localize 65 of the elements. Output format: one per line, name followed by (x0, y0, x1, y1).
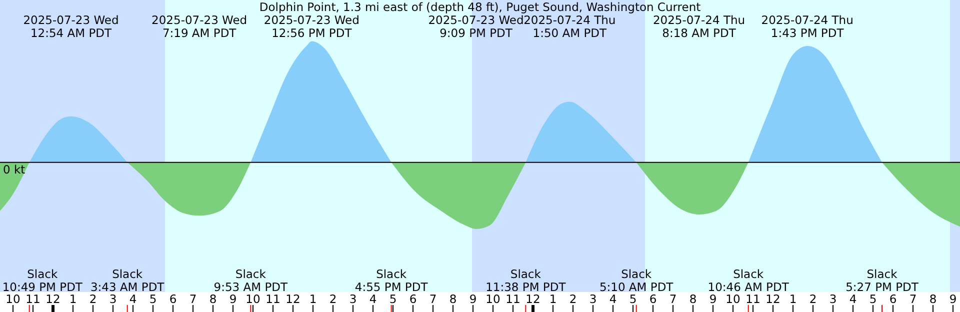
x-tick-label: 7 (189, 292, 197, 306)
x-tick-label: 11 (26, 292, 40, 306)
text: 2025-07-23 Wed 7:19 AM PDT (152, 13, 248, 40)
x-tick-label: 1 (789, 292, 797, 306)
x-tick-label: 6 (889, 292, 897, 306)
text: 2025-07-24 Thu 8:18 AM PDT (652, 13, 746, 40)
x-tick-label: 1 (549, 292, 557, 306)
x-tick-label: 3 (829, 292, 837, 306)
x-tick-label: 10 (246, 292, 260, 306)
text: 2025-07-23 Wed 9:09 PM PDT (428, 13, 524, 40)
text: 2025-07-23 Wed 12:54 AM PDT (23, 13, 119, 40)
x-tick-label: 9 (949, 292, 957, 306)
x-tick-label: 12 (526, 292, 540, 306)
x-tick-label: 9 (469, 292, 477, 306)
x-tick-label: 11 (506, 292, 520, 306)
x-tick-label: 8 (689, 292, 697, 306)
text: Slack 3:43 AM PDT (90, 267, 166, 294)
x-tick-label: 2 (809, 292, 817, 306)
text: Slack 9:53 AM PDT (214, 267, 289, 294)
x-tick-label: 3 (589, 292, 597, 306)
text: Slack 5:10 AM PDT (599, 267, 674, 294)
text: Slack 10:46 AM PDT (708, 267, 790, 294)
x-tick-label: 2 (89, 292, 97, 306)
x-tick-label: 4 (849, 292, 857, 306)
x-tick-label: 11 (746, 292, 760, 306)
text: 2025-07-24 Thu 1:43 PM PDT (761, 13, 854, 40)
x-tick-label: 5 (629, 292, 637, 306)
x-tick-label: 7 (429, 292, 437, 306)
x-tick-label: 4 (369, 292, 377, 306)
ref-line-label: 0 kt (3, 162, 26, 177)
x-tick-label: 9 (709, 292, 717, 306)
x-tick-label: 4 (609, 292, 617, 306)
x-tick-label: 2 (329, 292, 337, 306)
x-tick-label: 10 (6, 292, 20, 306)
x-tick-label: 5 (149, 292, 157, 306)
text: Slack 11:38 PM PDT (486, 267, 567, 294)
x-tick-label: 1 (69, 292, 77, 306)
x-tick-label: 4 (129, 292, 137, 306)
x-tick-label: 8 (449, 292, 457, 306)
x-tick-label: 12 (766, 292, 780, 306)
text: Slack 4:55 PM PDT (354, 267, 429, 294)
text: Slack 10:49 PM PDT (2, 267, 84, 294)
x-tick-label: 10 (726, 292, 740, 306)
text: 2025-07-23 Wed 12:56 PM PDT (264, 13, 360, 40)
x-tick-label: 6 (169, 292, 177, 306)
x-tick-label: 5 (869, 292, 877, 306)
text: 2025-07-24 Thu 1:50 AM PDT (524, 13, 616, 40)
x-tick-label: 3 (109, 292, 117, 306)
x-tick-label: 12 (286, 292, 300, 306)
x-tick-label: 8 (209, 292, 217, 306)
x-tick-label: 5 (389, 292, 397, 306)
chart-title: Dolphin Point, 1.3 mi east of (depth 48 ft), Puget Sound, Washington Current (259, 0, 702, 14)
x-tick-label: 1 (309, 292, 317, 306)
x-tick-label: 2 (569, 292, 577, 306)
x-tick-label: 7 (909, 292, 917, 306)
x-tick-label: 3 (349, 292, 357, 306)
x-tick-label: 10 (486, 292, 500, 306)
x-tick-label: 12 (46, 292, 60, 306)
text: Slack 5:27 PM PDT (846, 267, 920, 294)
x-tick-label: 9 (229, 292, 237, 306)
x-tick-label: 11 (266, 292, 280, 306)
x-tick-label: 8 (929, 292, 937, 306)
x-tick-label: 6 (649, 292, 657, 306)
x-tick-label: 7 (669, 292, 677, 306)
x-tick-label: 6 (409, 292, 417, 306)
